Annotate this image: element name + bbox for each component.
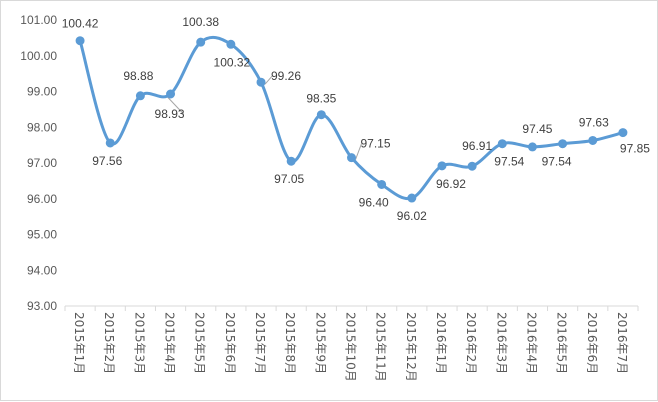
x-tick-label: 2016年6月: [585, 312, 599, 374]
data-point: [256, 77, 266, 87]
data-label: 98.88: [123, 69, 153, 83]
data-label: 100.32: [214, 55, 251, 69]
leader-line: [166, 95, 184, 115]
x-tick-label: 2015年6月: [223, 312, 237, 374]
y-tick-label: 94.00: [27, 263, 57, 277]
data-point: [316, 110, 326, 120]
y-tick-label: 100.00: [20, 49, 57, 63]
data-label: 96.91: [462, 139, 492, 153]
leader-line: [264, 75, 273, 85]
data-point: [377, 179, 387, 189]
y-tick-label: 93.00: [27, 299, 57, 313]
y-axis: 93.00 94.00 95.00 96.00 97.00 98.00 99.00 100.0…: [20, 13, 57, 313]
data-label: 98.35: [306, 92, 336, 106]
data-label: 97.05: [274, 172, 304, 186]
data-point: [135, 91, 145, 101]
x-tick-label: 2016年3月: [494, 312, 508, 374]
data-label: 96.92: [436, 177, 466, 191]
data-point: [437, 161, 447, 171]
data-point: [497, 139, 507, 149]
x-tick-label: 2015年2月: [102, 312, 116, 374]
x-tick-label: 2016年1月: [434, 312, 448, 374]
data-label: 97.85: [620, 142, 650, 156]
x-axis: 2015年1月 2015年2月 2015年3月 2015年4月 2015年5月 2015年…: [64, 305, 639, 382]
x-tick-label: 2015年8月: [283, 312, 297, 374]
y-tick-label: 98.00: [27, 120, 57, 134]
data-point: [618, 128, 628, 138]
data-point: [347, 153, 356, 163]
data-label: 99.26: [271, 69, 301, 83]
x-tick-label: 2015年1月: [72, 312, 86, 374]
x-tick-label: 2015年11月: [374, 312, 388, 382]
data-point: [286, 156, 296, 166]
leader-lines: [166, 75, 362, 160]
data-label: 100.38: [182, 15, 219, 29]
data-label: 97.15: [360, 137, 390, 151]
x-tick-label: 2016年5月: [555, 312, 569, 374]
data-point: [467, 161, 477, 171]
x-tick-label: 2016年4月: [524, 312, 538, 374]
x-tick-label: 2015年3月: [132, 312, 146, 374]
data-labels: 100.42 97.56 98.88 98.93 100.38 100.32 99.26 97…: [62, 15, 651, 223]
data-label: 97.45: [522, 122, 552, 136]
y-tick-label: 96.00: [27, 192, 57, 206]
data-point: [558, 139, 568, 149]
data-point: [226, 39, 236, 49]
data-points: [75, 36, 628, 203]
data-label: 96.02: [397, 209, 427, 223]
data-label: 100.42: [62, 17, 99, 31]
y-tick-label: 95.00: [27, 228, 57, 242]
data-point: [166, 89, 176, 99]
y-tick-label: 97.00: [27, 156, 57, 170]
y-tick-label: 99.00: [27, 85, 57, 99]
data-label: 97.54: [542, 155, 572, 169]
data-label: 98.93: [155, 107, 185, 121]
data-label: 97.56: [92, 154, 122, 168]
data-point: [196, 37, 206, 47]
data-point: [588, 135, 598, 145]
y-tick-label: 101.00: [20, 13, 57, 27]
x-tick-label: 2016年7月: [615, 312, 629, 374]
x-tick-label: 2016年2月: [464, 312, 478, 374]
x-tick-label: 2015年9月: [313, 312, 327, 374]
leader-line: [355, 143, 362, 160]
x-tick-label: 2015年12月: [404, 312, 418, 382]
data-point: [75, 36, 85, 46]
data-label: 97.54: [494, 155, 524, 169]
data-label: 97.63: [579, 115, 609, 129]
data-label: 96.40: [359, 195, 389, 209]
data-point: [407, 193, 417, 203]
x-tick-label: 2015年4月: [163, 312, 177, 374]
x-tick-label: 2015年5月: [193, 312, 207, 374]
x-tick-label: 2015年7月: [253, 312, 267, 374]
data-point: [527, 142, 537, 152]
data-point: [105, 138, 115, 148]
x-tick-label: 2015年10月: [344, 312, 358, 382]
